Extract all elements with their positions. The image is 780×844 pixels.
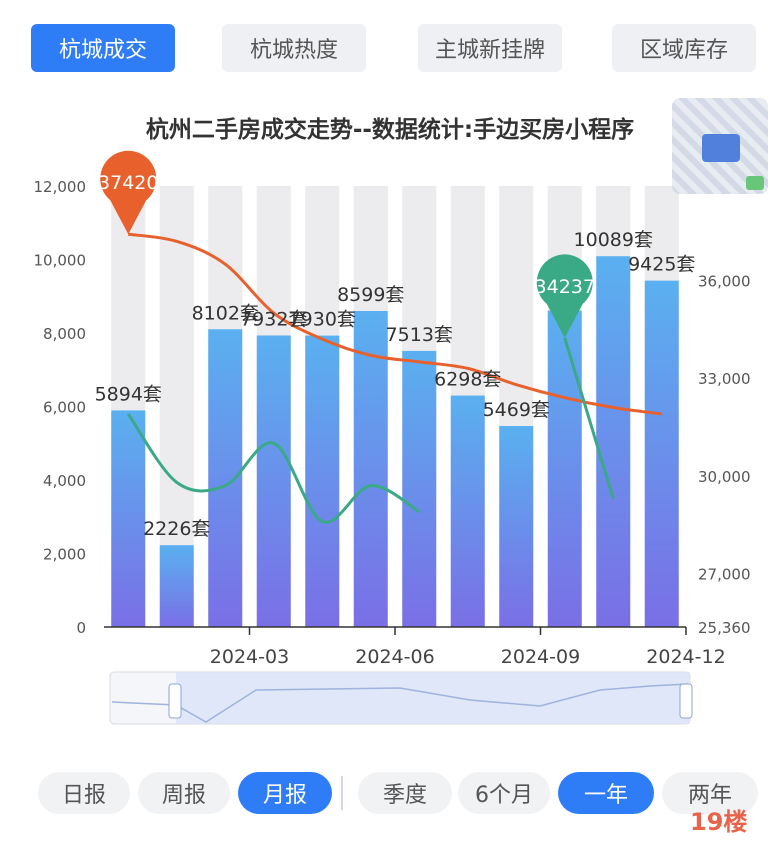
tab-district-inventory[interactable]: 区域库存 bbox=[612, 24, 756, 72]
tab-hangcheng-heat[interactable]: 杭城热度 bbox=[222, 24, 366, 72]
zoom-handle-left bbox=[168, 683, 182, 719]
zoom-selection bbox=[176, 672, 690, 724]
data-bar bbox=[353, 310, 388, 627]
x-axis-tick-label: 2024-09 bbox=[501, 646, 580, 668]
qr-avatar bbox=[672, 98, 768, 194]
left-axis-tick-label: 4,000 bbox=[43, 472, 86, 490]
right-axis-tick-label: 30,000 bbox=[698, 468, 751, 486]
left-axis-tick-label: 12,000 bbox=[34, 178, 87, 196]
chart-canvas: 0 2,000 4,000 6,000 8,000 10,000 12,000 25,360 2… bbox=[34, 150, 751, 725]
bar-value-label: 5894套 bbox=[95, 383, 162, 405]
right-axis-tick-label: 36,000 bbox=[698, 272, 751, 290]
period-monthly[interactable]: 月报 bbox=[238, 772, 332, 814]
period-daily[interactable]: 日报 bbox=[38, 772, 130, 814]
zoom-handle-right bbox=[679, 683, 693, 719]
zoom-preview-line bbox=[111, 683, 689, 723]
data-bar bbox=[596, 256, 631, 627]
x-axis-tick-label: 2024-12 bbox=[646, 646, 725, 668]
period-selector: 日报 周报 月报 季度 6个月 一年 两年 bbox=[0, 762, 780, 826]
right-axis-tick-label: 27,000 bbox=[698, 566, 751, 584]
avatar-badge bbox=[746, 176, 764, 190]
tab-new-listings[interactable]: 主城新挂牌 bbox=[418, 24, 562, 72]
data-bar bbox=[208, 329, 243, 627]
data-bar bbox=[450, 395, 485, 627]
marker-label: 37420 bbox=[98, 172, 158, 194]
data-bar bbox=[499, 426, 534, 627]
data-bar bbox=[256, 335, 291, 627]
bar-value-label: 5469套 bbox=[483, 399, 550, 421]
x-axis-tick-label: 2024-06 bbox=[355, 646, 434, 668]
left-axis-tick-label: 6,000 bbox=[43, 399, 86, 417]
marker-label: 34237 bbox=[535, 276, 595, 298]
bar-value-label: 2226套 bbox=[143, 518, 210, 540]
line-series-1 bbox=[127, 413, 421, 524]
period-quarter[interactable]: 季度 bbox=[358, 772, 452, 814]
avatar-blob bbox=[702, 134, 740, 162]
bar-value-label: 6298套 bbox=[434, 369, 501, 391]
period-weekly[interactable]: 周报 bbox=[138, 772, 230, 814]
period-divider bbox=[341, 776, 343, 810]
tab-hangcheng-deals[interactable]: 杭城成交 bbox=[31, 24, 175, 72]
line-series-0 bbox=[128, 232, 662, 416]
top-tab-bar: 杭城成交 杭城热度 主城新挂牌 区域库存 bbox=[0, 0, 780, 100]
left-axis-tick-label: 0 bbox=[76, 619, 86, 637]
bar-value-label: 8102套 bbox=[192, 302, 259, 324]
data-bar bbox=[547, 310, 582, 627]
bar-value-label: 7930套 bbox=[289, 309, 356, 331]
data-bar bbox=[644, 280, 679, 627]
bar-value-label: 7932套 bbox=[240, 308, 307, 330]
bar-value-label: 7513套 bbox=[386, 324, 453, 346]
x-axis-tick-label: 2024-03 bbox=[210, 646, 289, 668]
chart-title: 杭州二手房成交走势--数据统计:手边买房小程序 bbox=[145, 117, 635, 143]
forum-logo: 19楼 bbox=[690, 808, 748, 836]
data-bar bbox=[305, 335, 340, 627]
bar-value-label: 8599套 bbox=[337, 284, 404, 306]
marker-pin bbox=[536, 254, 593, 338]
data-bar bbox=[402, 350, 437, 627]
data-bar bbox=[111, 410, 146, 627]
bar-value-label: 9425套 bbox=[628, 254, 695, 276]
line-series-1 bbox=[563, 337, 615, 500]
left-axis-tick-label: 2,000 bbox=[43, 546, 86, 564]
left-axis-tick-label: 8,000 bbox=[43, 325, 86, 343]
left-axis-tick-label: 10,000 bbox=[34, 252, 87, 270]
right-axis-tick-label: 25,360 bbox=[698, 619, 751, 637]
data-bar bbox=[159, 545, 194, 627]
period-two-years[interactable]: 两年 bbox=[662, 772, 758, 814]
marker-pin bbox=[100, 150, 157, 235]
period-one-year[interactable]: 一年 bbox=[558, 772, 654, 814]
period-six-months[interactable]: 6个月 bbox=[458, 772, 550, 814]
right-axis-tick-label: 33,000 bbox=[698, 370, 751, 388]
bar-value-label: 10089套 bbox=[574, 229, 653, 251]
